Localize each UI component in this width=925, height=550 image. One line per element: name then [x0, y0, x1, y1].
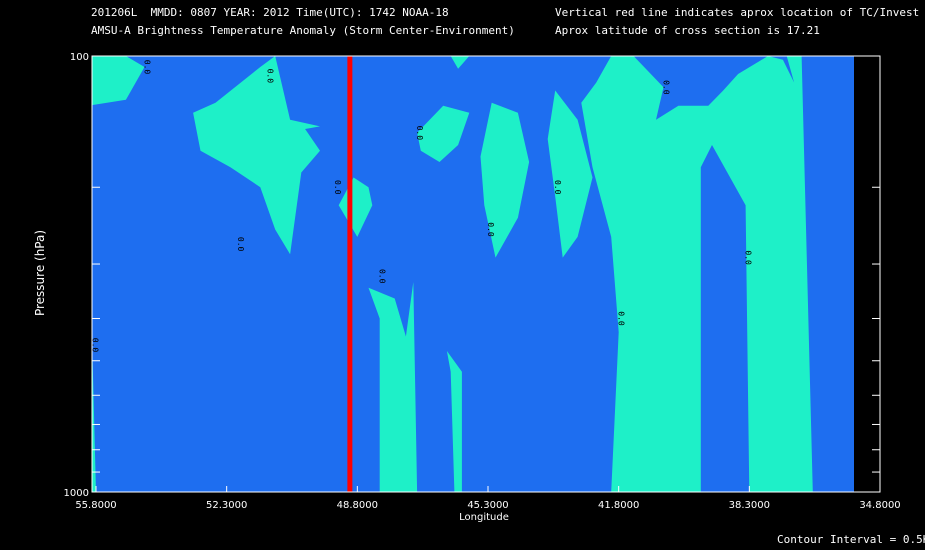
header-line1-left: 201206L MMDD: 0807 YEAR: 2012 Time(UTC):…	[91, 6, 449, 19]
x-tick-label-0: 55.8000	[75, 500, 116, 511]
region-west-edge-bottom	[92, 348, 96, 492]
contour-label-3: 0.0	[90, 338, 99, 353]
region-col-41-39	[581, 56, 813, 492]
x-tick-label-4: 41.8000	[598, 500, 639, 511]
x-tick-label-1: 52.3000	[206, 500, 247, 511]
region-col-47-thin	[446, 351, 462, 492]
y-tick-label-0: 100	[70, 52, 89, 63]
contour-label-9: 0.0	[662, 80, 671, 95]
region-west-edge-top	[92, 56, 145, 106]
contour-label-2: 0.0	[236, 237, 245, 252]
plot-area: 0.0 0.0 0.0 0.0 0.0 0.0 0.0 0.0 0.0 0.0 0.0 0.0	[90, 56, 880, 492]
contour-label-0: 0.0	[143, 60, 152, 75]
x-tick-label-3: 45.3000	[467, 500, 508, 511]
y-tick-label-1: 1000	[64, 488, 89, 499]
region-lobe-43	[547, 90, 593, 258]
no-data-strip	[854, 56, 880, 492]
x-tick-label-6: 34.8000	[859, 500, 900, 511]
plot-frame	[91, 55, 881, 493]
contour-label-1: 0.0	[266, 69, 275, 84]
header-line2-left: AMSU-A Brightness Temperature Anomaly (S…	[91, 24, 515, 37]
axes: 55.8000 52.3000 48.8000 45.3000 41.8000 38.30…	[64, 52, 901, 511]
region-lobe-47	[417, 105, 470, 162]
positive-regions	[92, 56, 813, 492]
header-line1-right: Vertical red line indicates aprox locati…	[555, 6, 920, 19]
contour-label-11: 0.0	[744, 250, 753, 265]
contour-label-7: 0.0	[486, 222, 495, 237]
y-axis-title: Pressure (hPa)	[33, 230, 47, 316]
x-tick-label-2: 48.8000	[337, 500, 378, 511]
contour-label-4: 0.0	[333, 180, 342, 195]
tc-location-line	[347, 56, 353, 492]
contour-label-10: 0.0	[617, 311, 626, 326]
header-line2-right: Aprox latitude of cross section is 17.21	[555, 24, 820, 37]
region-col-48	[368, 282, 418, 492]
x-tick-label-5: 38.3000	[729, 500, 770, 511]
contour-label-6: 0.0	[415, 126, 424, 141]
region-tc-lobe	[338, 177, 373, 237]
contour-interval: Contour Interval = 0.5K	[777, 533, 925, 546]
region-lobe-46-top	[450, 56, 470, 69]
contour-label-8: 0.0	[553, 180, 562, 195]
region-lobe-45	[480, 102, 530, 258]
x-axis-title: Longitude	[459, 512, 509, 523]
region-plume-52	[193, 56, 320, 255]
contour-label-5: 0.0	[378, 269, 387, 284]
